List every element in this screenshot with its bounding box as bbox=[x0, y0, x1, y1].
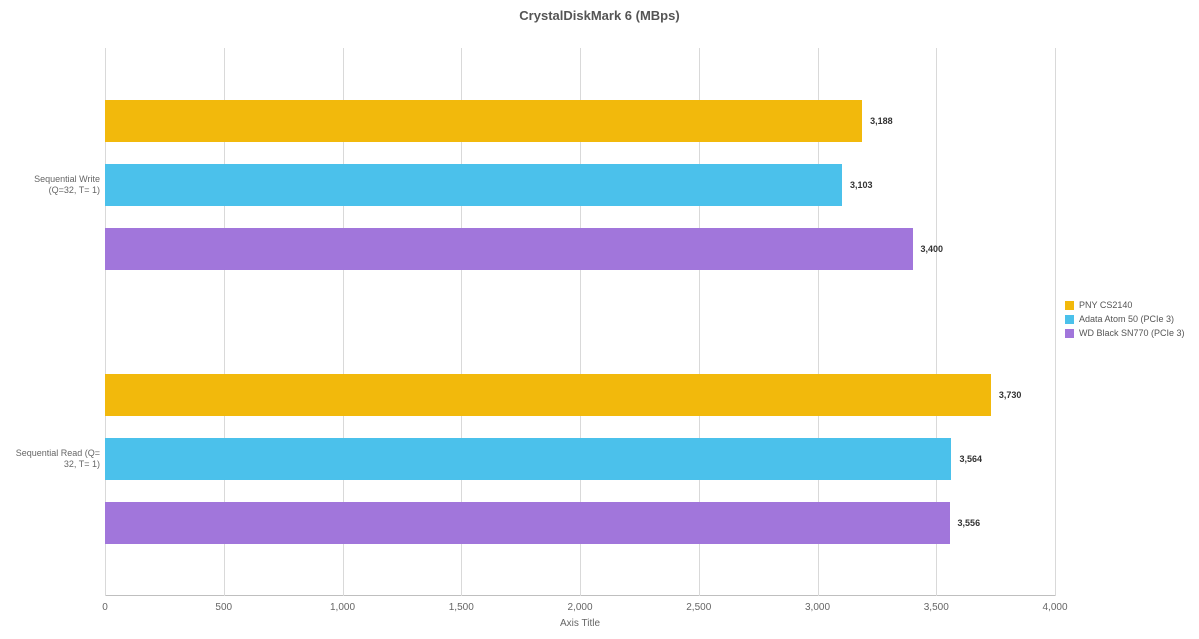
chart-title: CrystalDiskMark 6 (MBps) bbox=[0, 8, 1199, 23]
x-tick-label: 3,500 bbox=[924, 602, 949, 613]
bar-value-label: 3,188 bbox=[870, 116, 893, 126]
x-tick-label: 3,000 bbox=[805, 602, 830, 613]
bar-value-label: 3,564 bbox=[959, 454, 982, 464]
legend-label: Adata Atom 50 (PCIe 3) bbox=[1079, 314, 1174, 324]
bar bbox=[105, 438, 951, 480]
y-category-label: Sequential Write (Q=32, T= 1) bbox=[5, 174, 100, 196]
legend-swatch bbox=[1065, 315, 1074, 324]
bar-value-label: 3,103 bbox=[850, 180, 873, 190]
x-tick-label: 0 bbox=[102, 602, 108, 613]
chart-container: CrystalDiskMark 6 (MBps) 05001,0001,5002… bbox=[0, 0, 1199, 639]
bar bbox=[105, 374, 991, 416]
x-tick-label: 1,000 bbox=[330, 602, 355, 613]
bar-value-label: 3,730 bbox=[999, 390, 1022, 400]
gridline bbox=[1055, 48, 1056, 596]
legend-label: WD Black SN770 (PCIe 3) bbox=[1079, 328, 1185, 338]
x-tick-label: 1,500 bbox=[449, 602, 474, 613]
legend-swatch bbox=[1065, 301, 1074, 310]
bar bbox=[105, 228, 913, 270]
legend-item: WD Black SN770 (PCIe 3) bbox=[1065, 328, 1185, 338]
x-tick-label: 500 bbox=[215, 602, 232, 613]
bar bbox=[105, 164, 842, 206]
bar bbox=[105, 502, 950, 544]
x-tick-label: 2,000 bbox=[567, 602, 592, 613]
legend-label: PNY CS2140 bbox=[1079, 300, 1132, 310]
legend-swatch bbox=[1065, 329, 1074, 338]
plot-area: 05001,0001,5002,0002,5003,0003,5004,000S… bbox=[105, 48, 1055, 596]
legend: PNY CS2140 Adata Atom 50 (PCIe 3) WD Black… bbox=[1065, 300, 1185, 342]
y-category-label: Sequential Read (Q= 32, T= 1) bbox=[5, 448, 100, 470]
legend-item: PNY CS2140 bbox=[1065, 300, 1185, 310]
bar-value-label: 3,400 bbox=[921, 244, 944, 254]
x-tick-label: 4,000 bbox=[1042, 602, 1067, 613]
bar bbox=[105, 100, 862, 142]
x-axis-title: Axis Title bbox=[560, 618, 600, 629]
x-tick-label: 2,500 bbox=[686, 602, 711, 613]
legend-item: Adata Atom 50 (PCIe 3) bbox=[1065, 314, 1185, 324]
bar-value-label: 3,556 bbox=[958, 518, 981, 528]
